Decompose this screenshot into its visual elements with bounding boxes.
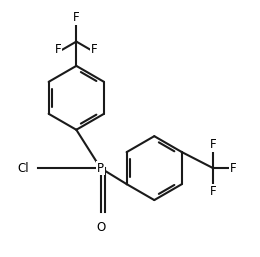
Text: F: F	[91, 43, 98, 56]
Text: F: F	[73, 12, 80, 24]
Text: O: O	[96, 221, 105, 234]
Text: Cl: Cl	[17, 162, 29, 175]
Text: F: F	[230, 162, 237, 175]
Text: P: P	[97, 162, 104, 175]
Text: F: F	[210, 185, 216, 198]
Text: F: F	[55, 43, 61, 56]
Text: F: F	[210, 138, 216, 151]
